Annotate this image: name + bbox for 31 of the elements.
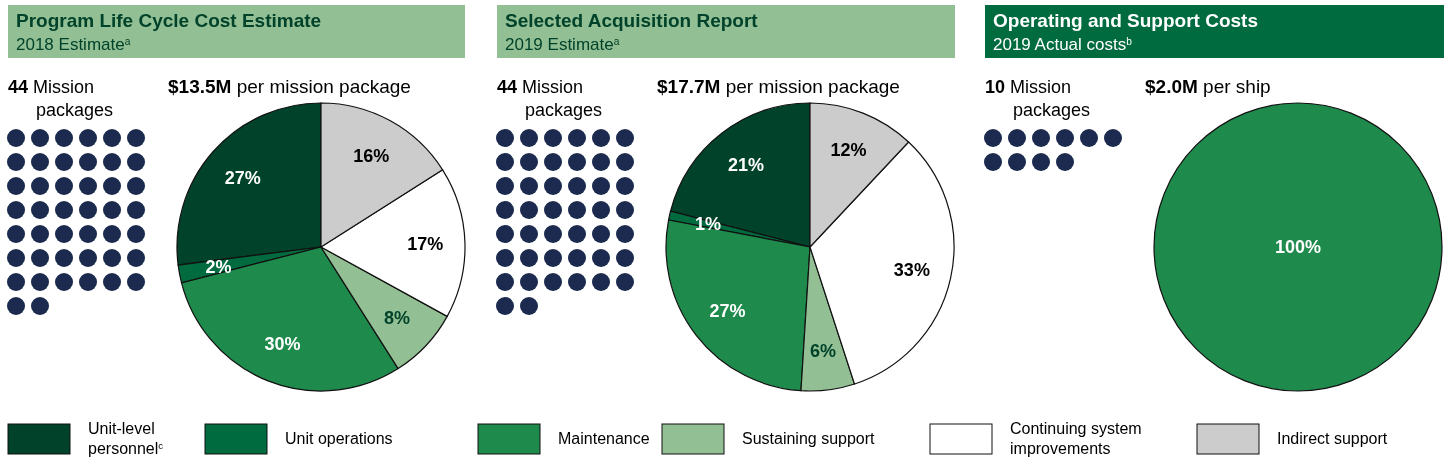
text: 44 Mission packages [497, 77, 603, 120]
legend-label: Sustaining support [742, 430, 876, 447]
chart-title: Program Life Cycle Cost Estimate [16, 10, 322, 31]
text: 10 Mission packages [985, 77, 1091, 120]
data-label: 2% [205, 256, 232, 277]
data-label: 12% [830, 139, 867, 160]
data-label: 27% [709, 300, 746, 321]
text: $13.5M per mission package [168, 76, 411, 97]
legend-label: Indirect support [1277, 430, 1388, 447]
data-label: 17% [407, 233, 444, 254]
data-label: 33% [893, 259, 930, 280]
legend-label: Continuing system improvements [1010, 420, 1142, 457]
data-label: 8% [384, 308, 411, 329]
legend-label: Unit operations [285, 430, 393, 447]
legend-label: Maintenance [558, 430, 650, 447]
chart-title: Selected Acquisition Report [505, 10, 759, 31]
data-label: 6% [810, 340, 837, 361]
text: $17.7M per mission package [657, 76, 900, 97]
chart-subtitle: 2018 Estimate$^{a}$ [16, 35, 131, 54]
chart-title: Operating and Support Costs [993, 10, 1258, 31]
chart-subtitle: 2019 Estimate$^{a}$ [505, 35, 620, 54]
chart-subtitle: 2019 Actual costs$^{b}$ [993, 35, 1133, 54]
data-label: 1% [695, 214, 722, 235]
legend-label: Unit-level personnel$^{c}$ [88, 420, 164, 457]
data-label: 27% [224, 167, 261, 188]
data-label: 100% [1274, 237, 1322, 257]
text: $2.0M per ship [1145, 76, 1271, 97]
data-label: 30% [264, 334, 301, 355]
data-label: 16% [353, 145, 390, 166]
data-label: 21% [728, 154, 765, 175]
text: 44 Mission packages [8, 77, 114, 120]
